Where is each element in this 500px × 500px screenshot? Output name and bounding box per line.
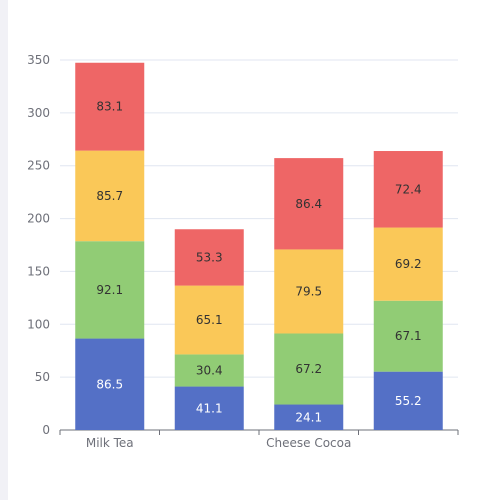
- y-tick-label: 100: [27, 317, 50, 331]
- bar-segment-series-1: [174, 386, 244, 430]
- data-label: 85.7: [96, 189, 123, 203]
- data-label: 69.2: [395, 257, 422, 271]
- y-tick-label: 200: [27, 212, 50, 226]
- bar-segment-series-3: [174, 285, 244, 355]
- bar-segment-series-2: [373, 300, 443, 372]
- data-label: 86.4: [295, 197, 322, 211]
- bar-segment-series-1: [373, 371, 443, 430]
- bar-segment-series-4: [75, 62, 145, 151]
- y-tick-label: 0: [42, 423, 50, 437]
- y-tick-label: 300: [27, 106, 50, 120]
- data-label: 55.2: [395, 394, 422, 408]
- data-label: 53.3: [196, 250, 223, 264]
- data-label: 41.1: [196, 401, 223, 415]
- bar-segment-series-1: [274, 404, 344, 430]
- bar-segment-series-3: [274, 249, 344, 334]
- x-tick-label: Cheese Cocoa: [266, 436, 351, 450]
- data-label: 67.2: [295, 362, 322, 376]
- bar-segment-series-2: [174, 354, 244, 387]
- data-label: 30.4: [196, 363, 223, 377]
- bar-segment-series-4: [373, 151, 443, 228]
- y-tick-label: 50: [35, 370, 50, 384]
- data-label: 24.1: [295, 410, 322, 424]
- bar-segment-series-1: [75, 338, 145, 430]
- y-tick-label: 250: [27, 159, 50, 173]
- x-tick-label: Milk Tea: [86, 436, 134, 450]
- data-label: 67.1: [395, 329, 422, 343]
- data-label: 65.1: [196, 313, 223, 327]
- bar-segment-series-3: [373, 227, 443, 301]
- data-label: 79.5: [295, 284, 322, 298]
- bars: [75, 62, 443, 430]
- y-tick-label: 350: [27, 53, 50, 67]
- bar-segment-series-2: [75, 241, 145, 339]
- y-tick-label: 150: [27, 264, 50, 278]
- data-label: 86.5: [96, 377, 123, 391]
- bar-segment-series-4: [174, 229, 244, 286]
- data-label: 83.1: [96, 100, 123, 114]
- data-label: 92.1: [96, 283, 123, 297]
- data-label: 72.4: [395, 182, 422, 196]
- labels: 86.5 92.1 85.7 83.1 41.1 30.4 65.1 53.3 24.1 67.2…: [96, 100, 421, 425]
- bar-segment-series-2: [274, 333, 344, 405]
- bar-segment-series-3: [75, 150, 145, 242]
- bar-segment-series-4: [274, 158, 344, 250]
